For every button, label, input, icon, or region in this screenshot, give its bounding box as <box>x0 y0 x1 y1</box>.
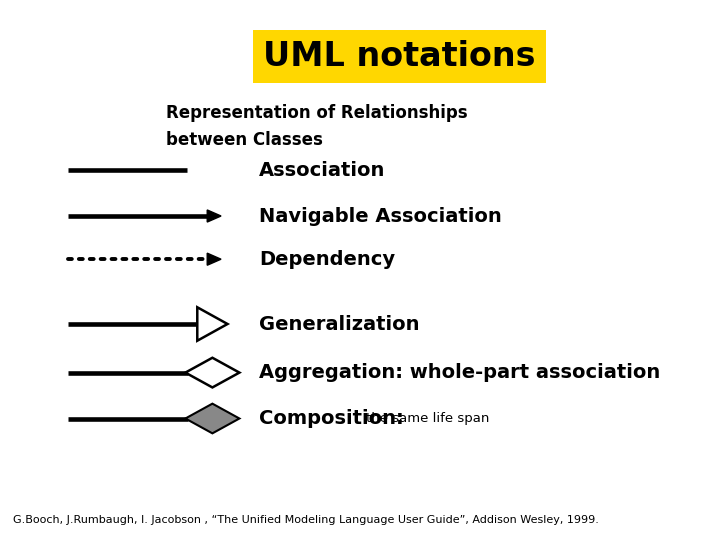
Text: Representation of Relationships: Representation of Relationships <box>166 104 467 123</box>
Polygon shape <box>197 307 228 341</box>
Text: between Classes: between Classes <box>166 131 323 150</box>
Polygon shape <box>186 357 239 388</box>
Text: Dependency: Dependency <box>259 249 395 269</box>
Text: Generalization: Generalization <box>259 314 420 334</box>
Text: UML notations: UML notations <box>264 40 536 73</box>
Polygon shape <box>207 253 221 265</box>
Polygon shape <box>207 210 221 222</box>
Text: G.Booch, J.Rumbaugh, I. Jacobson , “The Unified Modeling Language User Guide”, A: G.Booch, J.Rumbaugh, I. Jacobson , “The … <box>13 515 599 525</box>
Text: Aggregation: whole-part association: Aggregation: whole-part association <box>259 363 660 382</box>
Polygon shape <box>186 404 239 433</box>
Text: Composition:: Composition: <box>259 409 404 428</box>
Text: Association: Association <box>259 160 386 180</box>
Text: Navigable Association: Navigable Association <box>259 206 502 226</box>
Text: the same life span: the same life span <box>366 412 489 425</box>
